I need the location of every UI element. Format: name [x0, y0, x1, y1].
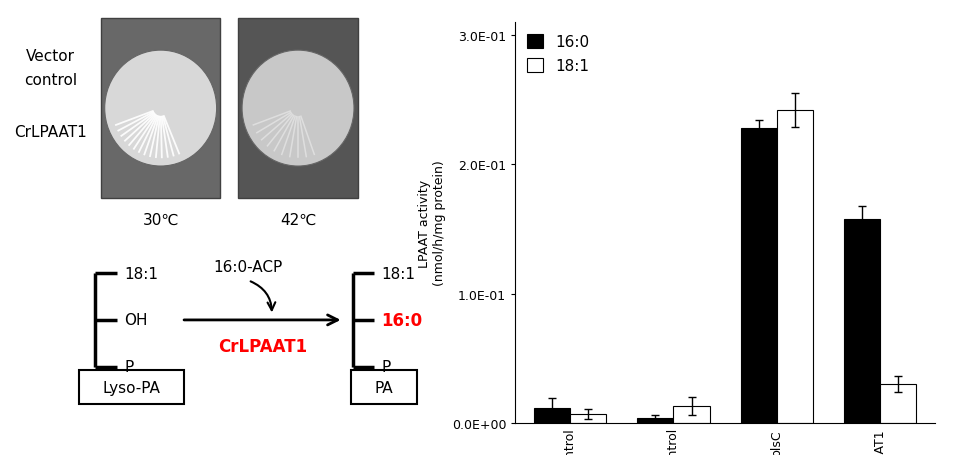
Bar	[879, 384, 915, 423]
Circle shape	[105, 51, 216, 167]
Text: 16:0: 16:0	[381, 311, 422, 329]
Bar	[101, 19, 220, 199]
FancyBboxPatch shape	[351, 370, 417, 404]
Bar	[740, 129, 776, 423]
Text: PA: PA	[375, 380, 393, 394]
Bar	[776, 111, 812, 423]
Bar	[637, 418, 673, 423]
Bar	[842, 219, 879, 423]
Text: 16:0-ACP: 16:0-ACP	[213, 259, 282, 274]
Y-axis label: LPAAT activity
(nmol/h/mg protein): LPAAT activity (nmol/h/mg protein)	[417, 160, 446, 286]
Text: 30℃: 30℃	[142, 212, 179, 228]
Text: P: P	[381, 359, 391, 374]
FancyBboxPatch shape	[78, 370, 183, 404]
Text: Lyso-PA: Lyso-PA	[102, 380, 160, 394]
Text: Vector: Vector	[27, 49, 75, 64]
Text: P: P	[124, 359, 133, 374]
Bar	[570, 414, 606, 423]
Legend: 16:0, 18:1: 16:0, 18:1	[522, 30, 593, 79]
Text: 18:1: 18:1	[381, 266, 416, 281]
Bar	[534, 408, 570, 423]
Text: 42℃: 42℃	[279, 212, 315, 228]
Text: 18:1: 18:1	[124, 266, 158, 281]
Bar	[238, 19, 357, 199]
Text: OH: OH	[124, 313, 148, 328]
Text: CrLPAAT1: CrLPAAT1	[217, 337, 307, 355]
Circle shape	[242, 51, 354, 167]
Bar	[673, 406, 709, 423]
Text: control: control	[24, 73, 77, 88]
Text: CrLPAAT1: CrLPAAT1	[14, 125, 87, 140]
